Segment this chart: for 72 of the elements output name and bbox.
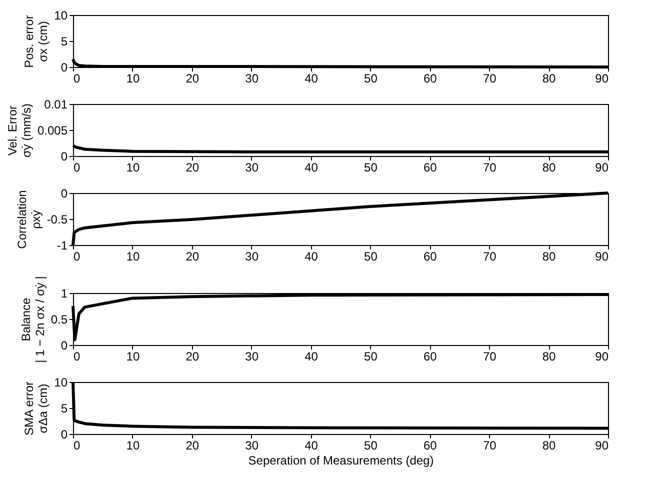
y-tick-label: 0.5 (50, 312, 68, 326)
y-tick-label: 1 (60, 286, 68, 300)
x-tick-label: 80 (542, 72, 556, 86)
x-tick-label: 10 (126, 350, 140, 364)
y-tick-label: 10 (54, 8, 68, 22)
y-axis-title: Correlation ρxẏ (14, 190, 43, 249)
x-tick-label: 10 (126, 72, 140, 86)
x-tick-label: 0 (74, 72, 80, 86)
x-tick-label: 70 (482, 350, 497, 364)
x-tick-label: 90 (595, 72, 609, 86)
x-axis-title: Seperation of Measurements (deg) (248, 454, 434, 468)
x-tick-label: 20 (186, 350, 200, 364)
x-tick-label: 80 (542, 350, 556, 364)
x-tick-label: 60 (423, 160, 438, 174)
y-tick-label: 0 (60, 60, 68, 74)
x-tick-label: 20 (186, 250, 200, 264)
x-tick-label: 80 (542, 160, 556, 174)
x-tick-label: 10 (126, 438, 140, 452)
x-tick-label: 50 (364, 350, 378, 364)
y-tick-label: 0.01 (44, 98, 68, 112)
y-tick-label: 5 (60, 34, 68, 48)
x-tick-label: 90 (595, 160, 609, 174)
y-tick-label: 5 (60, 402, 68, 416)
x-tick-label: 70 (482, 250, 497, 264)
x-tick-label: 30 (245, 438, 259, 452)
y-tick-label: 0 (60, 150, 68, 164)
x-tick-label: 30 (245, 350, 259, 364)
x-tick-label: 0 (74, 438, 80, 452)
x-tick-label: 30 (245, 250, 259, 264)
x-tick-label: 30 (245, 72, 259, 86)
y-axis-title: Balance | 1 − 2n σx / σẏ | (18, 276, 47, 363)
x-tick-label: 0 (74, 250, 80, 264)
x-tick-label: 70 (482, 438, 497, 452)
x-tick-label: 90 (595, 350, 609, 364)
y-tick-label: 0 (60, 338, 68, 352)
y-axis-title: Vel. Error σẏ (mm/s) (5, 103, 34, 158)
x-tick-label: 20 (186, 160, 200, 174)
x-tick-label: 50 (364, 72, 378, 86)
x-tick-label: 90 (595, 438, 609, 452)
y-tick-label: 0 (60, 186, 68, 200)
x-tick-label: 60 (423, 438, 438, 452)
x-tick-label: 40 (304, 350, 318, 364)
x-tick-label: 70 (482, 72, 497, 86)
x-tick-label: 10 (126, 250, 140, 264)
x-tick-label: 60 (423, 250, 438, 264)
x-tick-label: 80 (542, 250, 556, 264)
y-tick-label: 10 (54, 376, 68, 390)
x-tick-label: 40 (304, 438, 318, 452)
y-tick-label: 0 (60, 428, 68, 442)
x-tick-label: 90 (595, 250, 609, 264)
x-tick-label: 60 (423, 350, 438, 364)
y-tick-label: -0.5 (46, 212, 68, 226)
line-series (72, 293, 610, 342)
x-tick-label: 40 (304, 160, 318, 174)
x-tick-label: 80 (542, 438, 556, 452)
x-tick-label: 10 (126, 160, 140, 174)
x-tick-label: 0 (74, 160, 80, 174)
x-tick-label: 50 (364, 160, 378, 174)
y-axis-title: Pos. error σx (cm) (22, 15, 50, 68)
x-tick-label: 70 (482, 160, 497, 174)
x-tick-label: 40 (304, 72, 318, 86)
x-tick-label: 20 (186, 72, 200, 86)
x-tick-label: 30 (245, 160, 259, 174)
x-tick-label: 50 (364, 438, 378, 452)
x-tick-label: 50 (364, 250, 378, 264)
y-axis-title: SMA error σΔa (cm) (22, 381, 50, 436)
x-tick-label: 40 (304, 250, 318, 264)
x-tick-label: 60 (423, 72, 438, 86)
y-tick-label: -1 (56, 238, 68, 252)
x-tick-label: 20 (186, 438, 200, 452)
y-tick-label: 0.005 (37, 124, 68, 138)
x-tick-label: 0 (74, 350, 80, 364)
